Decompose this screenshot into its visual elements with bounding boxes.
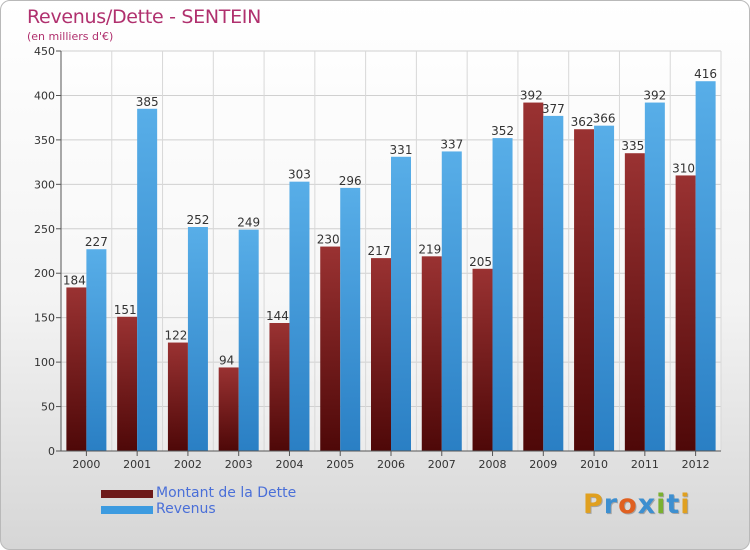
x-tick-label: 2008	[479, 458, 507, 471]
bar-revenus	[289, 181, 310, 451]
bar-revenus	[137, 108, 158, 452]
legend-label-dette: Montant de la Dette	[156, 485, 297, 501]
x-tick-label: 2006	[377, 458, 405, 471]
legend-swatch-revenus	[101, 506, 153, 514]
x-tick-label: 2010	[580, 458, 608, 471]
x-tick-label: 2000	[72, 458, 100, 471]
y-tick-label: 450	[34, 45, 55, 58]
data-label-revenus: 385	[136, 95, 159, 109]
x-tick-label: 2001	[123, 458, 151, 471]
bar-dette	[371, 258, 391, 451]
y-tick-label: 150	[34, 312, 55, 325]
logo-letter: P	[583, 489, 604, 520]
data-label-revenus: 249	[237, 216, 260, 230]
x-tick-label: 2012	[682, 458, 710, 471]
bar-dette	[117, 316, 138, 451]
legend-swatch-dette	[101, 490, 153, 498]
y-tick-label: 50	[41, 401, 55, 414]
bar-revenus	[543, 115, 564, 451]
y-tick-label: 400	[34, 89, 55, 102]
data-label-dette: 94	[219, 353, 234, 367]
y-tick-label: 100	[34, 356, 55, 369]
bar-revenus	[695, 81, 716, 451]
x-tick-label: 2011	[631, 458, 659, 471]
logo-letter: i	[656, 489, 667, 520]
logo-letter: t	[666, 489, 681, 520]
x-tick-label: 2007	[428, 458, 456, 471]
data-label-dette: 217	[368, 244, 391, 258]
data-label-revenus: 416	[694, 67, 717, 81]
proxiti-logo: Proxiti	[583, 489, 691, 520]
data-label-dette: 335	[621, 139, 644, 153]
data-label-revenus: 392	[643, 89, 666, 103]
data-label-dette: 184	[63, 273, 86, 287]
bar-dette	[523, 102, 544, 452]
x-tick-label: 2009	[529, 458, 557, 471]
logo-letter: i	[680, 489, 691, 520]
data-label-revenus: 296	[339, 174, 362, 188]
bar-dette	[218, 367, 239, 451]
bar-dette	[472, 268, 493, 451]
y-tick-label: 250	[34, 223, 55, 236]
x-tick-label: 2002	[174, 458, 202, 471]
data-label-dette: 144	[266, 309, 289, 323]
data-label-revenus: 303	[288, 168, 311, 182]
bar-dette	[574, 129, 595, 451]
x-tick-label: 2003	[225, 458, 253, 471]
bar-revenus	[441, 151, 462, 451]
data-label-dette: 122	[164, 329, 187, 343]
bar-revenus	[594, 125, 615, 452]
data-label-dette: 392	[520, 89, 543, 103]
bar-dette	[320, 246, 341, 451]
x-tick-label: 2005	[326, 458, 354, 471]
data-label-revenus: 337	[440, 137, 463, 151]
y-tick-label: 0	[48, 445, 55, 458]
data-label-dette: 310	[672, 161, 695, 175]
bar-revenus	[187, 227, 208, 451]
bar-revenus	[391, 156, 411, 451]
data-label-dette: 151	[114, 303, 137, 317]
y-tick-label: 350	[34, 134, 55, 147]
data-label-revenus: 377	[542, 102, 565, 116]
bar-revenus	[492, 138, 513, 451]
bar-dette	[66, 287, 87, 451]
bar-dette	[421, 256, 442, 451]
logo-letter: o	[618, 489, 638, 520]
logo-letter: x	[637, 489, 657, 520]
logo-letter: r	[603, 489, 619, 520]
bar-revenus	[238, 229, 259, 451]
data-label-revenus: 227	[85, 235, 108, 249]
bar-revenus	[340, 187, 361, 451]
data-label-revenus: 331	[390, 143, 413, 157]
y-tick-label: 300	[34, 178, 55, 191]
data-label-revenus: 366	[593, 112, 616, 126]
y-tick-label: 200	[34, 267, 55, 280]
bar-dette	[624, 153, 645, 451]
data-label-dette: 362	[571, 115, 594, 129]
bar-dette	[167, 342, 188, 451]
chart-title: Revenus/Dette - SENTEIN	[27, 6, 262, 28]
data-label-revenus: 352	[491, 124, 514, 138]
chart-subtitle: (en milliers d'€)	[27, 30, 114, 43]
x-tick-label: 2004	[275, 458, 303, 471]
bar-revenus	[86, 249, 107, 451]
bar-revenus	[644, 102, 665, 452]
data-label-dette: 230	[317, 233, 340, 247]
bar-dette	[675, 175, 696, 451]
data-label-revenus: 252	[186, 213, 209, 227]
legend-label-revenus: Revenus	[156, 501, 216, 517]
bar-dette	[269, 323, 290, 451]
data-label-dette: 219	[418, 242, 441, 256]
data-label-dette: 205	[469, 255, 492, 269]
